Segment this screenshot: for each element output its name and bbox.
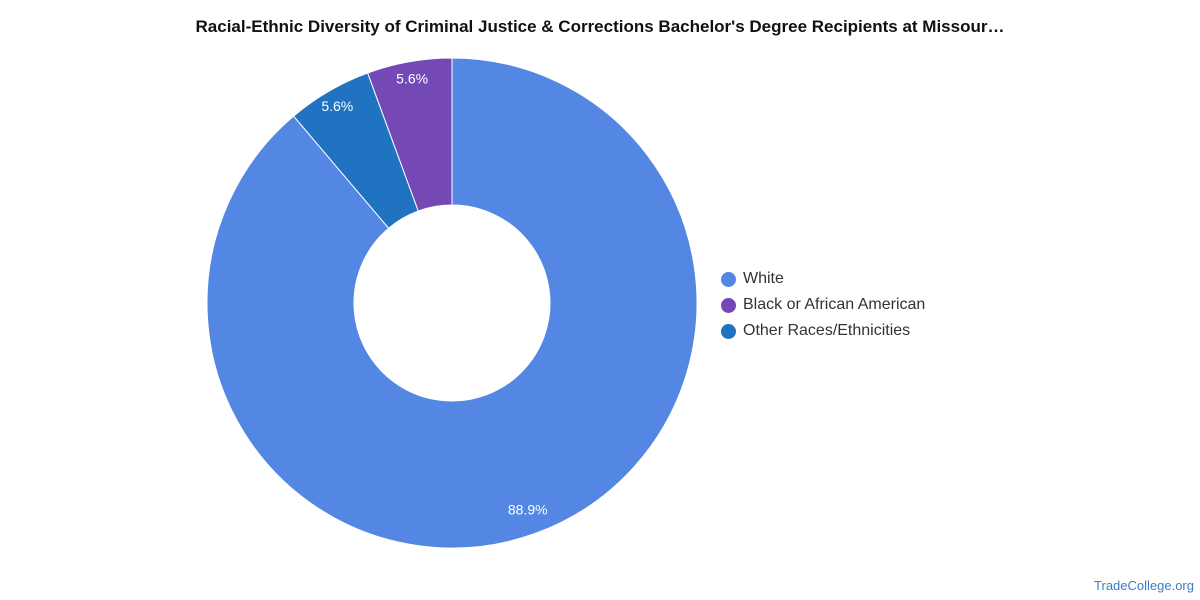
legend-label-white: White	[743, 270, 784, 287]
legend-label-black: Black or African American	[743, 296, 926, 313]
legend-item-black[interactable]: Black or African American	[721, 292, 925, 318]
legend-swatch-white	[721, 271, 736, 287]
donut-slice-white[interactable]	[206, 57, 698, 549]
source-link[interactable]: TradeCollege.org	[1094, 578, 1194, 593]
chart-legend: White Black or African American Other Ra…	[721, 266, 925, 344]
donut-slice-black-or-african-american[interactable]	[367, 57, 453, 212]
legend-item-white[interactable]: White	[721, 266, 925, 292]
legend-swatch-other	[721, 323, 736, 339]
legend-item-other[interactable]: Other Races/Ethnicities	[721, 318, 925, 344]
legend-swatch-black	[721, 297, 736, 313]
legend-label-other: Other Races/Ethnicities	[743, 322, 911, 339]
chart-title: Racial-Ethnic Diversity of Criminal Just…	[195, 17, 1005, 36]
slice-value-label: 5.6%	[396, 71, 428, 87]
slice-value-label: 5.6%	[321, 98, 353, 114]
slice-value-label: 88.9%	[508, 502, 548, 518]
